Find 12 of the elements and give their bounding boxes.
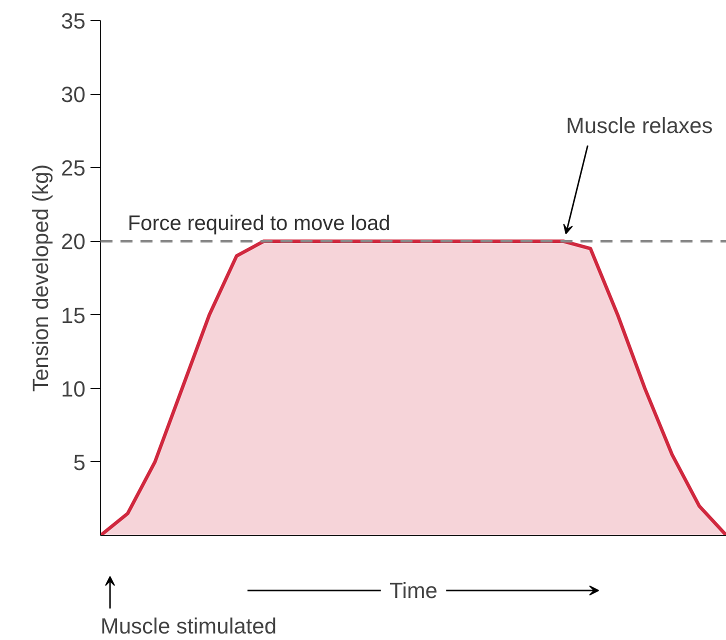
y-tick-label: 5 [73,450,86,475]
y-axis-title: Tension developed (kg) [28,164,54,392]
annotation: Muscle relaxes [566,113,713,138]
text: Muscle stimulated [100,614,277,638]
y-tick-label: 15 [61,302,86,328]
y-tick-label: 25 [61,156,86,181]
x-axis-title: Time [389,578,438,603]
y-tick-label: 10 [61,376,86,402]
y-tick-label: 20 [61,229,86,254]
y-tick-label: 35 [61,8,86,34]
ref-line-label: Force required to move load [128,212,390,236]
y-tick-label: 30 [61,82,86,108]
